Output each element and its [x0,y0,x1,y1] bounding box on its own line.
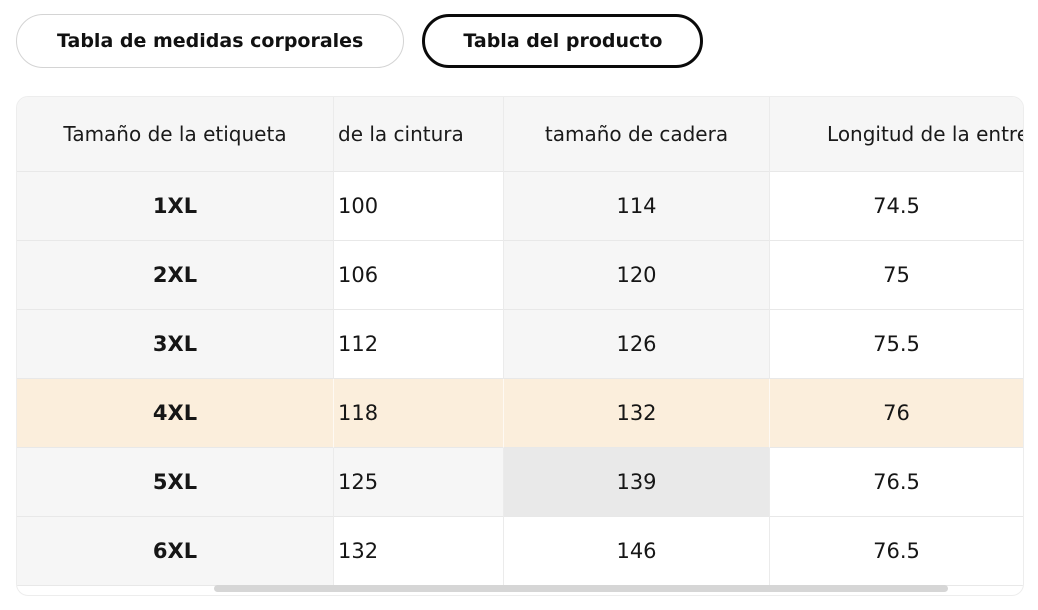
cell-waist-value: 112 [334,310,504,379]
cell-size-label: 3XL [17,310,334,379]
cell-hip-value: 114 [504,172,770,241]
column-header-waist: de la cintura [334,97,504,172]
cell-inseam-value: 76 [770,379,1023,448]
cell-size-label: 4XL [17,379,334,448]
column-header-label-size: Tamaño de la etiqueta [17,97,334,172]
cell-size-label: 6XL [17,517,334,586]
cell-inseam-value: 75 [770,241,1023,310]
horizontal-scrollbar-thumb[interactable] [214,585,948,592]
cell-inseam-value: 74.5 [770,172,1023,241]
size-table: Tamaño de la etiqueta de la cintura tama… [17,97,1023,586]
cell-waist-value: 106 [334,241,504,310]
tab-body-measurements[interactable]: Tabla de medidas corporales [16,14,405,68]
cell-hip-value: 120 [504,241,770,310]
cell-hip-value: 139 [504,448,770,517]
cell-size-label: 2XL [17,241,334,310]
cell-inseam-value: 76.5 [770,448,1023,517]
cell-inseam-value: 76.5 [770,517,1023,586]
cell-inseam-value: 75.5 [770,310,1023,379]
cell-size-label: 1XL [17,172,334,241]
cell-waist-value: 100 [334,172,504,241]
cell-hip-value: 126 [504,310,770,379]
cell-waist-value: 118 [334,379,504,448]
cell-size-label: 5XL [17,448,334,517]
size-chart-tabs: Tabla de medidas corporales Tabla del pr… [16,14,704,68]
column-header-inseam-label: Longitud de la entre [827,122,1023,146]
cell-waist-value: 125 [334,448,504,517]
column-header-hip: tamaño de cadera [504,97,770,172]
size-table-card: Tamaño de la etiqueta de la cintura tama… [16,96,1024,596]
cell-hip-value: 146 [504,517,770,586]
cell-hip-value: 132 [504,379,770,448]
cell-waist-value: 132 [334,517,504,586]
tab-product-table[interactable]: Tabla del producto [422,14,704,68]
column-header-inseam: Longitud de la entre [770,97,1023,172]
